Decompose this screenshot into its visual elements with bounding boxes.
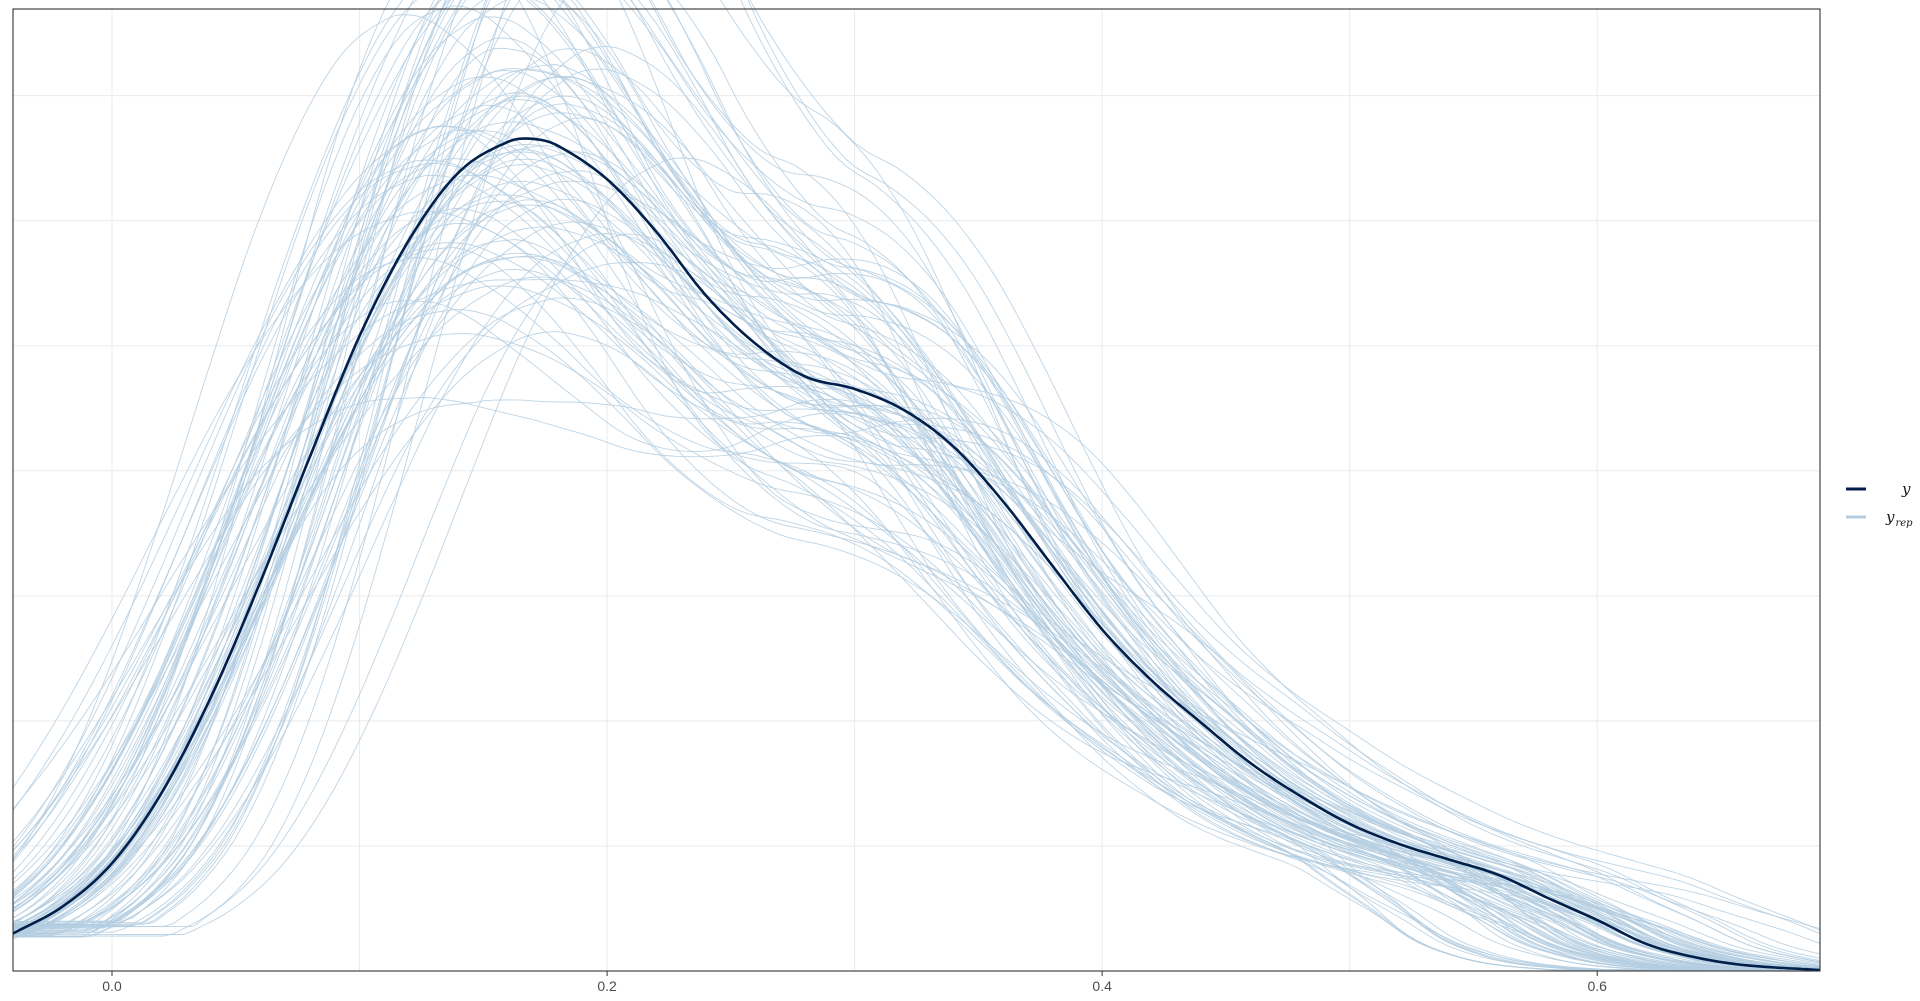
yrep-line-97 <box>13 0 1820 971</box>
x-tick-label-1: 0.2 <box>597 978 617 994</box>
yrep-line-56 <box>12 112 1821 969</box>
yrep-line-74 <box>13 233 1821 963</box>
yrep-line-51 <box>12 162 1820 971</box>
yrep-line-20 <box>13 76 1821 969</box>
yrep-line-98 <box>13 48 1820 971</box>
yrep-line-77 <box>13 0 1820 971</box>
yrep-line-79 <box>12 255 1821 935</box>
yrep-line-11 <box>13 0 1820 971</box>
x-axis: 0.0 0.2 0.4 0.6 <box>102 971 1607 994</box>
yrep-line-53 <box>12 256 1821 967</box>
yrep-line-87 <box>13 45 1821 969</box>
yrep-line-67 <box>12 5 1820 971</box>
yrep-line-81 <box>12 0 1820 971</box>
yrep-line-41 <box>12 180 1821 931</box>
yrep-line-90 <box>12 125 1821 965</box>
yrep-line-55 <box>13 157 1821 962</box>
yrep-line-54 <box>12 200 1820 971</box>
yrep-line-52 <box>12 199 1821 969</box>
yrep-line-85 <box>12 158 1820 971</box>
plot-panel-border <box>12 8 1821 972</box>
yrep-line-26 <box>13 0 1820 971</box>
yrep-line-45 <box>12 300 1820 971</box>
yrep-line-94 <box>12 76 1821 970</box>
yrep-line-58 <box>13 0 1820 971</box>
yrep-line-95 <box>13 69 1820 971</box>
yrep-line-68 <box>13 0 1820 971</box>
y-series <box>12 137 1821 972</box>
yrep-line-71 <box>13 0 1820 971</box>
legend-label-y: y <box>1901 480 1911 498</box>
legend: y yrep <box>1846 480 1913 529</box>
yrep-line-72 <box>13 68 1820 971</box>
yrep-line-93 <box>12 331 1821 970</box>
yrep-line-62 <box>12 0 1821 970</box>
yrep-line-60 <box>12 125 1820 971</box>
yrep-line-73 <box>12 104 1820 971</box>
yrep-line-28 <box>12 247 1820 971</box>
yrep-line-89 <box>13 92 1820 971</box>
x-tick-label-2: 0.4 <box>1092 978 1112 994</box>
yrep-line-99 <box>12 252 1821 970</box>
yrep-line-91 <box>12 129 1820 971</box>
yrep-line-15 <box>12 159 1820 971</box>
yrep-series <box>12 0 1821 971</box>
legend-label-yrep: yrep <box>1885 508 1913 529</box>
x-tick-label-0: 0.0 <box>102 978 122 994</box>
yrep-line-25 <box>12 0 1820 971</box>
yrep-line-39 <box>13 0 1820 971</box>
legend-label-yrep-main: y <box>1885 508 1895 526</box>
yrep-line-83 <box>12 0 1820 971</box>
yrep-line-63 <box>13 103 1820 971</box>
yrep-line-65 <box>13 151 1821 963</box>
yrep-line-70 <box>12 130 1820 971</box>
yrep-line-92 <box>12 279 1821 930</box>
yrep-line-84 <box>12 239 1821 970</box>
legend-label-yrep-sub: rep <box>1895 518 1913 529</box>
x-tick-label-3: 0.6 <box>1587 978 1607 994</box>
yrep-line-49 <box>12 226 1821 968</box>
yrep-line-75 <box>13 0 1820 971</box>
yrep-line-29 <box>12 0 1820 971</box>
yrep-line-88 <box>12 68 1821 970</box>
y-line <box>12 137 1821 972</box>
